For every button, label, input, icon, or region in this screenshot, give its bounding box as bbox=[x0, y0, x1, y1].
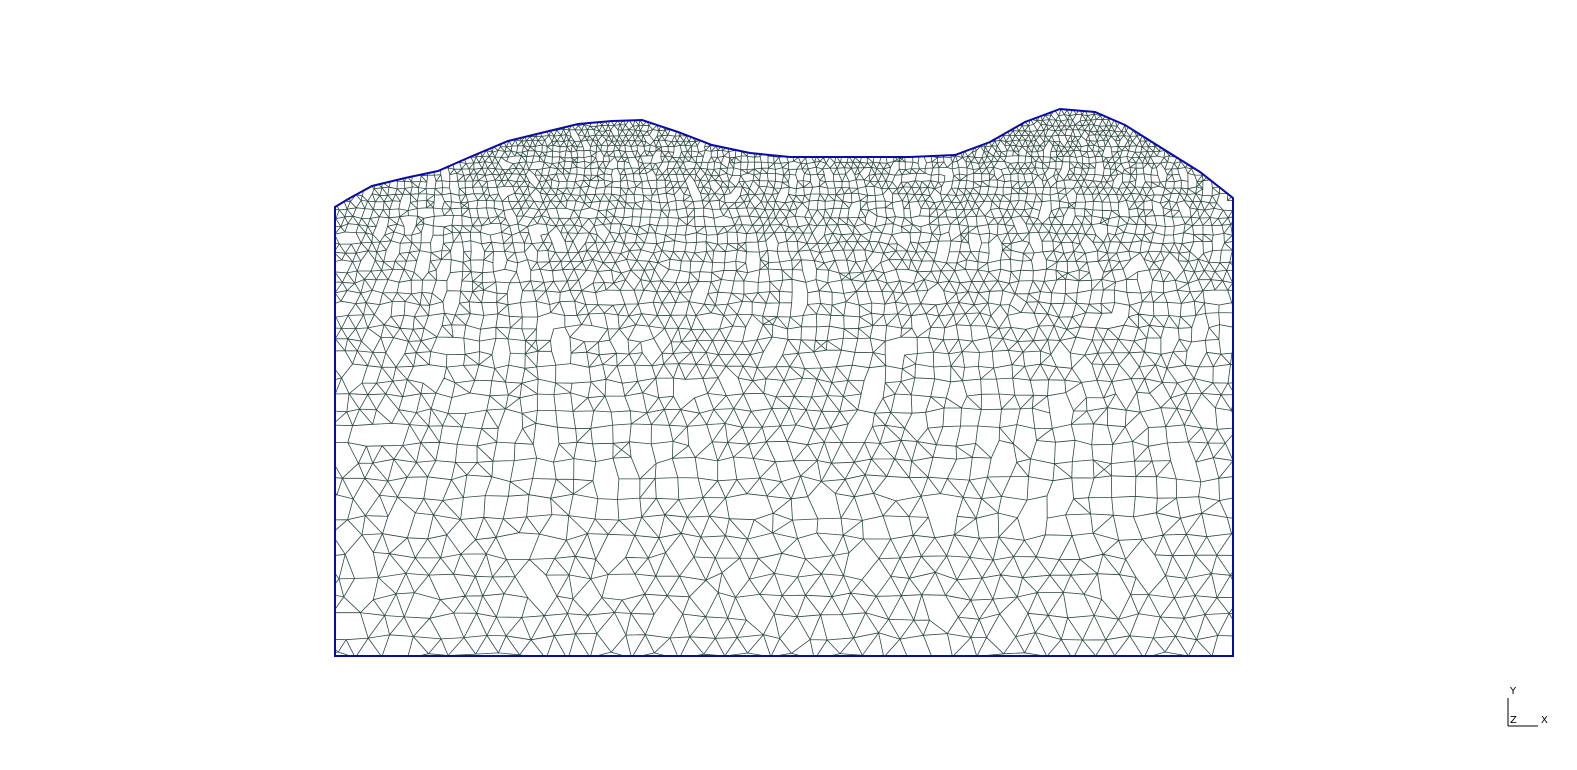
mesh-edge-network bbox=[335, 109, 1233, 656]
y-axis-label: Y bbox=[1509, 686, 1517, 697]
x-axis-label: X bbox=[1541, 715, 1548, 726]
axis-triad: Y Z X bbox=[1507, 686, 1548, 727]
domain-boundary bbox=[334, 107, 1234, 657]
mesh-edges bbox=[335, 109, 1233, 656]
z-axis-label: Z bbox=[1510, 715, 1517, 726]
